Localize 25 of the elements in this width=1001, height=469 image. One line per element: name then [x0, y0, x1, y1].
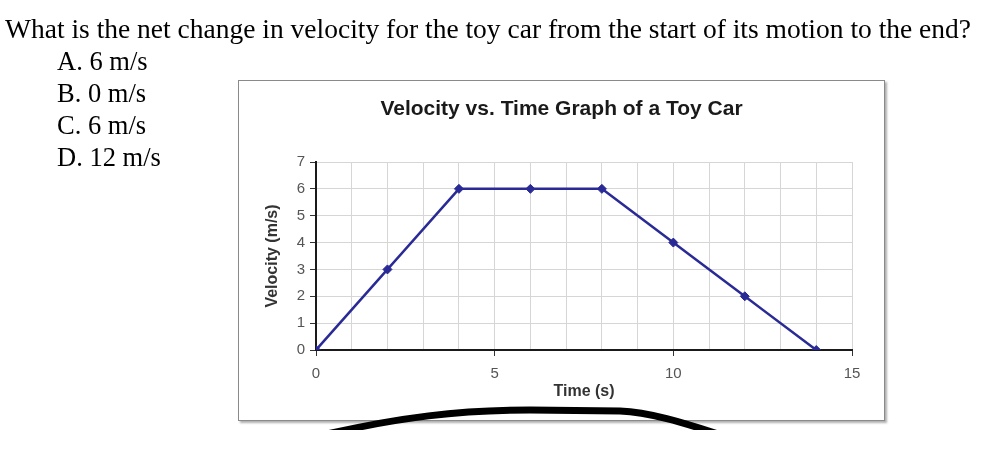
y-tick-label: 5 [296, 205, 305, 223]
y-tick-label: 0 [296, 340, 305, 358]
point [668, 237, 679, 248]
text: C. 6 m/s [57, 109, 148, 141]
y-tick-label: 4 [296, 232, 305, 250]
x-axis-title: Time (s) [553, 382, 615, 400]
point [382, 264, 393, 275]
x-tick-label: 5 [490, 363, 499, 381]
y-axis-title: Velocity (m/s) [263, 204, 281, 308]
point [525, 183, 536, 194]
x-tick-label: 10 [664, 363, 682, 381]
y-tick-label: 7 [296, 152, 305, 170]
text: A. 6 m/s [57, 45, 149, 77]
x-tick-label: 15 [843, 363, 861, 381]
x-tick-label: 0 [311, 363, 321, 381]
text: D. 12 m/s [57, 141, 161, 173]
point [453, 183, 464, 194]
y-tick-label: 2 [296, 286, 305, 304]
point [739, 291, 750, 302]
y-tick-label: 6 [296, 179, 305, 196]
y-tick-label: 3 [296, 259, 305, 277]
y-tick-label: 1 [296, 313, 305, 331]
text: B. 0 m/s [57, 77, 148, 109]
chart-title: Velocity vs. Time Graph of a Toy Car [380, 95, 743, 119]
text: What is the net change in velocity for the toy car from the start of its motion to the end? [5, 13, 972, 45]
